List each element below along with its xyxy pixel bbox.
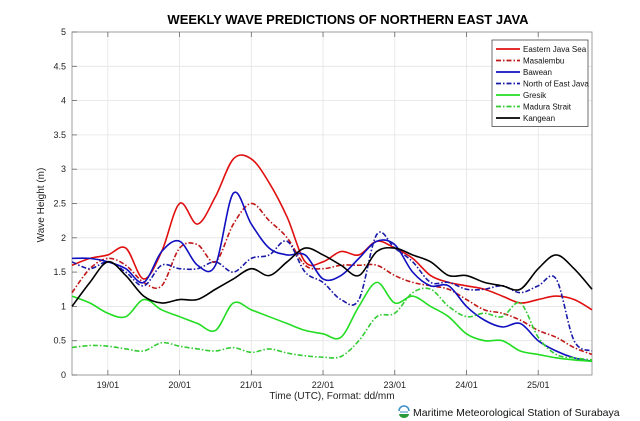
- series-line-bawean: [71, 191, 593, 363]
- credit-text: Maritime Meteorological Station of Surab…: [413, 407, 620, 419]
- x-axis-label: Time (UTC), Format: dd/mm: [269, 391, 394, 402]
- legend-label: Gresik: [523, 91, 547, 100]
- y-axis-label: Wave Height (m): [36, 168, 47, 243]
- legend-label: Eastern Java Sea: [523, 45, 587, 54]
- y-tick-label: 4: [61, 96, 66, 106]
- y-axis: 0 0.5 1 1.5 2 2.5 3 3.5 4 4.5 5: [53, 27, 77, 380]
- x-tick-label: 23/01: [383, 380, 406, 390]
- legend-label: Masalembu: [523, 57, 564, 66]
- y-tick-label: 2.5: [53, 199, 66, 209]
- x-tick-label: 24/01: [455, 380, 478, 390]
- series-line-kangean: [71, 246, 593, 307]
- y-tick-label: 4.5: [53, 61, 66, 71]
- legend: Eastern Java Sea Masalembu Bawean North of …: [491, 39, 589, 127]
- series-line-masalembu: [71, 202, 593, 356]
- y-tick-label: 0.5: [53, 336, 66, 346]
- legend-label: Kangean: [523, 114, 555, 123]
- series-lines: [71, 154, 593, 363]
- x-tick-label: 19/01: [97, 380, 120, 390]
- legend-label: Madura Strait: [523, 103, 572, 112]
- y-tick-label: 3.5: [53, 130, 66, 140]
- x-tick-label: 22/01: [312, 380, 335, 390]
- bmkg-logo-icon: [398, 405, 410, 418]
- y-tick-label: 1: [61, 301, 66, 311]
- y-tick-label: 2: [61, 233, 66, 243]
- series-line-north-of-east-java: [71, 231, 593, 352]
- series-line-gresik: [71, 281, 593, 363]
- x-tick-label: 20/01: [168, 380, 191, 390]
- y-tick-label: 1.5: [53, 267, 66, 277]
- chart-title: WEEKLY WAVE PREDICTIONS OF NORTHERN EAST…: [167, 12, 529, 27]
- legend-label: Bawean: [523, 68, 552, 77]
- x-tick-label: 21/01: [240, 380, 263, 390]
- y-tick-label: 5: [61, 27, 66, 37]
- x-tick-label: 25/01: [527, 380, 550, 390]
- legend-label: North of East Java: [523, 80, 589, 89]
- y-tick-label: 3: [61, 164, 66, 174]
- y-tick-label: 0: [61, 370, 66, 380]
- x-axis: 19/01 20/01 21/01 22/01 23/01 24/01 25/01: [97, 32, 550, 390]
- series-line-madura-strait: [71, 287, 593, 361]
- credit: Maritime Meteorological Station of Surab…: [398, 405, 620, 419]
